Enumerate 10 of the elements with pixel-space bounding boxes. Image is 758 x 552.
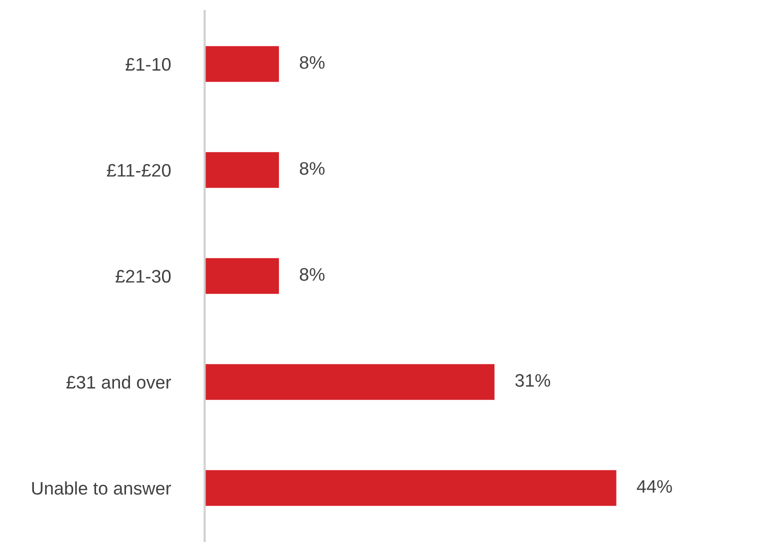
data-label: 8% [300,56,325,69]
data-label: 31% [515,374,550,387]
y-tick-label: £21-30 [116,270,171,283]
y-tick-label: £11-£20 [106,164,171,177]
data-label: 44% [636,480,672,493]
y-tick-label: Unable to answer [32,481,172,495]
y-tick-label: £31 and over [66,375,172,389]
data-label: 8% [300,268,325,281]
y-tick-label: £1-10 [126,58,171,71]
data-label: 8% [300,162,325,175]
